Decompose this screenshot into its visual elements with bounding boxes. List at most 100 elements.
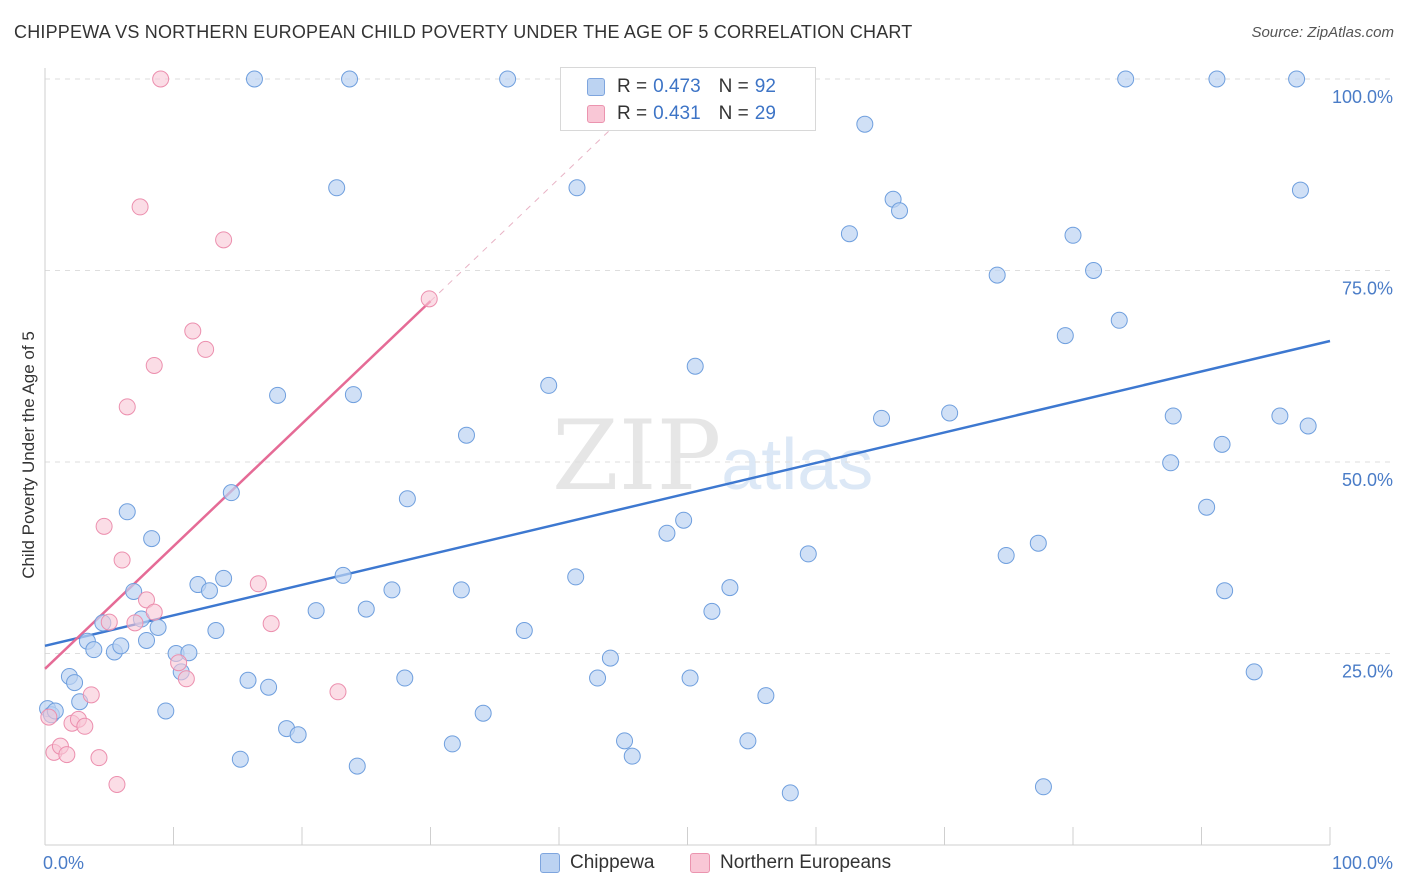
chippewa-point-25 [222,484,240,502]
chippewa-point-67 [856,115,874,133]
chart-title: CHIPPEWA VS NORTHERN EUROPEAN CHILD POVE… [14,22,913,42]
trend-lines [44,116,1331,670]
chippewa-point-7 [85,641,103,659]
chippewa-point-57 [675,511,693,529]
northern-europeans-point-9 [95,517,113,535]
northern-europeans-point-19 [152,70,170,88]
northern-europeans-point-24 [215,231,233,249]
chippewa-point-83 [1198,498,1216,516]
chippewa-point-87 [1245,663,1263,681]
legend-item-northern-europeans[interactable]: Northern Europeans [690,852,891,874]
chippewa-point-90 [1291,181,1309,199]
northern-europeans-point-8 [90,749,108,767]
chippewa-point-73 [997,546,1015,564]
chippewa-point-60 [703,602,721,620]
legend-r-value: 0.473 [653,76,701,97]
chippewa-point-37 [344,386,362,404]
chippewa-point-54 [616,732,634,750]
chippewa-point-89 [1288,70,1306,88]
chippewa-point-72 [988,266,1006,284]
chippewa-point-23 [207,622,225,640]
northern-europeans-point-25 [249,575,267,593]
chippewa-point-49 [540,376,558,394]
northern-europeans-point-17 [145,603,163,621]
chippewa-point-59 [686,357,704,375]
chippewa-point-43 [443,735,461,753]
grid-lines [45,78,1394,654]
legend-n-value: 92 [754,76,776,97]
chippewa-point-34 [328,179,346,197]
chippewa-point-38 [348,757,366,775]
northern-europeans-point-21 [177,670,195,688]
x-tick-label-0: 0.0% [43,853,84,873]
chippewa-point-40 [383,581,401,599]
legend-label-chippewa: Chippewa [570,852,655,873]
chippewa-point-53 [601,649,619,667]
chippewa-point-52 [589,669,607,687]
chippewa-point-33 [307,602,325,620]
chippewa-point-47 [499,70,517,88]
chippewa-point-84 [1208,70,1226,88]
legend-label-northern-europeans: Northern Europeans [720,852,892,873]
chippewa-point-79 [1110,311,1128,329]
chippewa-point-51 [568,179,586,197]
chippewa-point-12 [125,582,143,600]
chippewa-point-4 [66,674,84,692]
northern-europeans-points [40,70,438,793]
legend-row-chippewa: R = 0.473 N = 92 [587,74,776,100]
chippewa-point-29 [269,386,287,404]
legend-swatch-chippewa [587,78,605,96]
northern-europeans-point-20 [170,654,188,672]
chippewa-point-70 [891,202,909,220]
y-axis-label: Child Poverty Under the Age of 5 [19,331,38,579]
chippewa-point-41 [396,669,414,687]
northern-europeans-point-18 [145,356,163,374]
chippewa-point-64 [781,784,799,802]
chippewa-point-27 [239,671,257,689]
chippewa-point-80 [1117,70,1135,88]
chippewa-point-58 [681,669,699,687]
chippewa-point-66 [840,225,858,243]
trend-line-northern-europeans [44,300,432,670]
chippewa-point-62 [739,732,757,750]
chippewa-point-81 [1162,454,1180,472]
legend-row-northern-europeans: R = 0.431 N = 29 [587,101,776,127]
chippewa-point-88 [1271,407,1289,425]
chippewa-point-31 [289,726,307,744]
chippewa-point-48 [515,622,533,640]
northern-europeans-point-12 [113,551,131,569]
legend-n-label: N = [718,103,749,124]
trend-line-chippewa [44,339,1331,648]
chippewa-point-10 [112,637,130,655]
northern-europeans-point-0 [40,708,58,726]
chippewa-point-78 [1085,262,1103,279]
chippewa-point-28 [260,678,278,696]
northern-europeans-point-15 [131,198,149,216]
northern-europeans-point-11 [108,775,126,793]
chippewa-point-76 [1056,327,1074,345]
chippewa-point-45 [457,426,475,444]
legend-swatch-northern-europeans [587,105,605,123]
chippewa-point-50 [567,568,585,586]
legend-item-chippewa[interactable]: Chippewa [540,852,655,874]
chippewa-point-15 [143,530,161,548]
x-tick-label-1: 100.0% [1332,853,1393,873]
chippewa-point-74 [1029,534,1047,552]
northern-europeans-point-13 [118,398,136,416]
chippewa-point-20 [180,644,198,662]
chippewa-point-42 [398,490,416,508]
legend-swatch-chippewa [540,853,560,873]
chippewa-point-85 [1213,435,1231,453]
legend-n-label: N = [718,76,749,97]
y-tick-label-0: 25.0% [1342,662,1393,682]
chippewa-points [39,70,1317,802]
chippewa-point-56 [658,524,676,542]
chippewa-point-46 [474,704,492,722]
chippewa-point-63 [757,687,775,705]
chippewa-point-39 [357,600,375,618]
northern-europeans-point-23 [197,340,215,358]
stats-legend: R = 0.473 N = 92 R = 0.431 N = 29 [560,67,816,131]
chippewa-point-75 [1034,778,1052,796]
source-label: Source: ZipAtlas.com [1251,24,1394,41]
